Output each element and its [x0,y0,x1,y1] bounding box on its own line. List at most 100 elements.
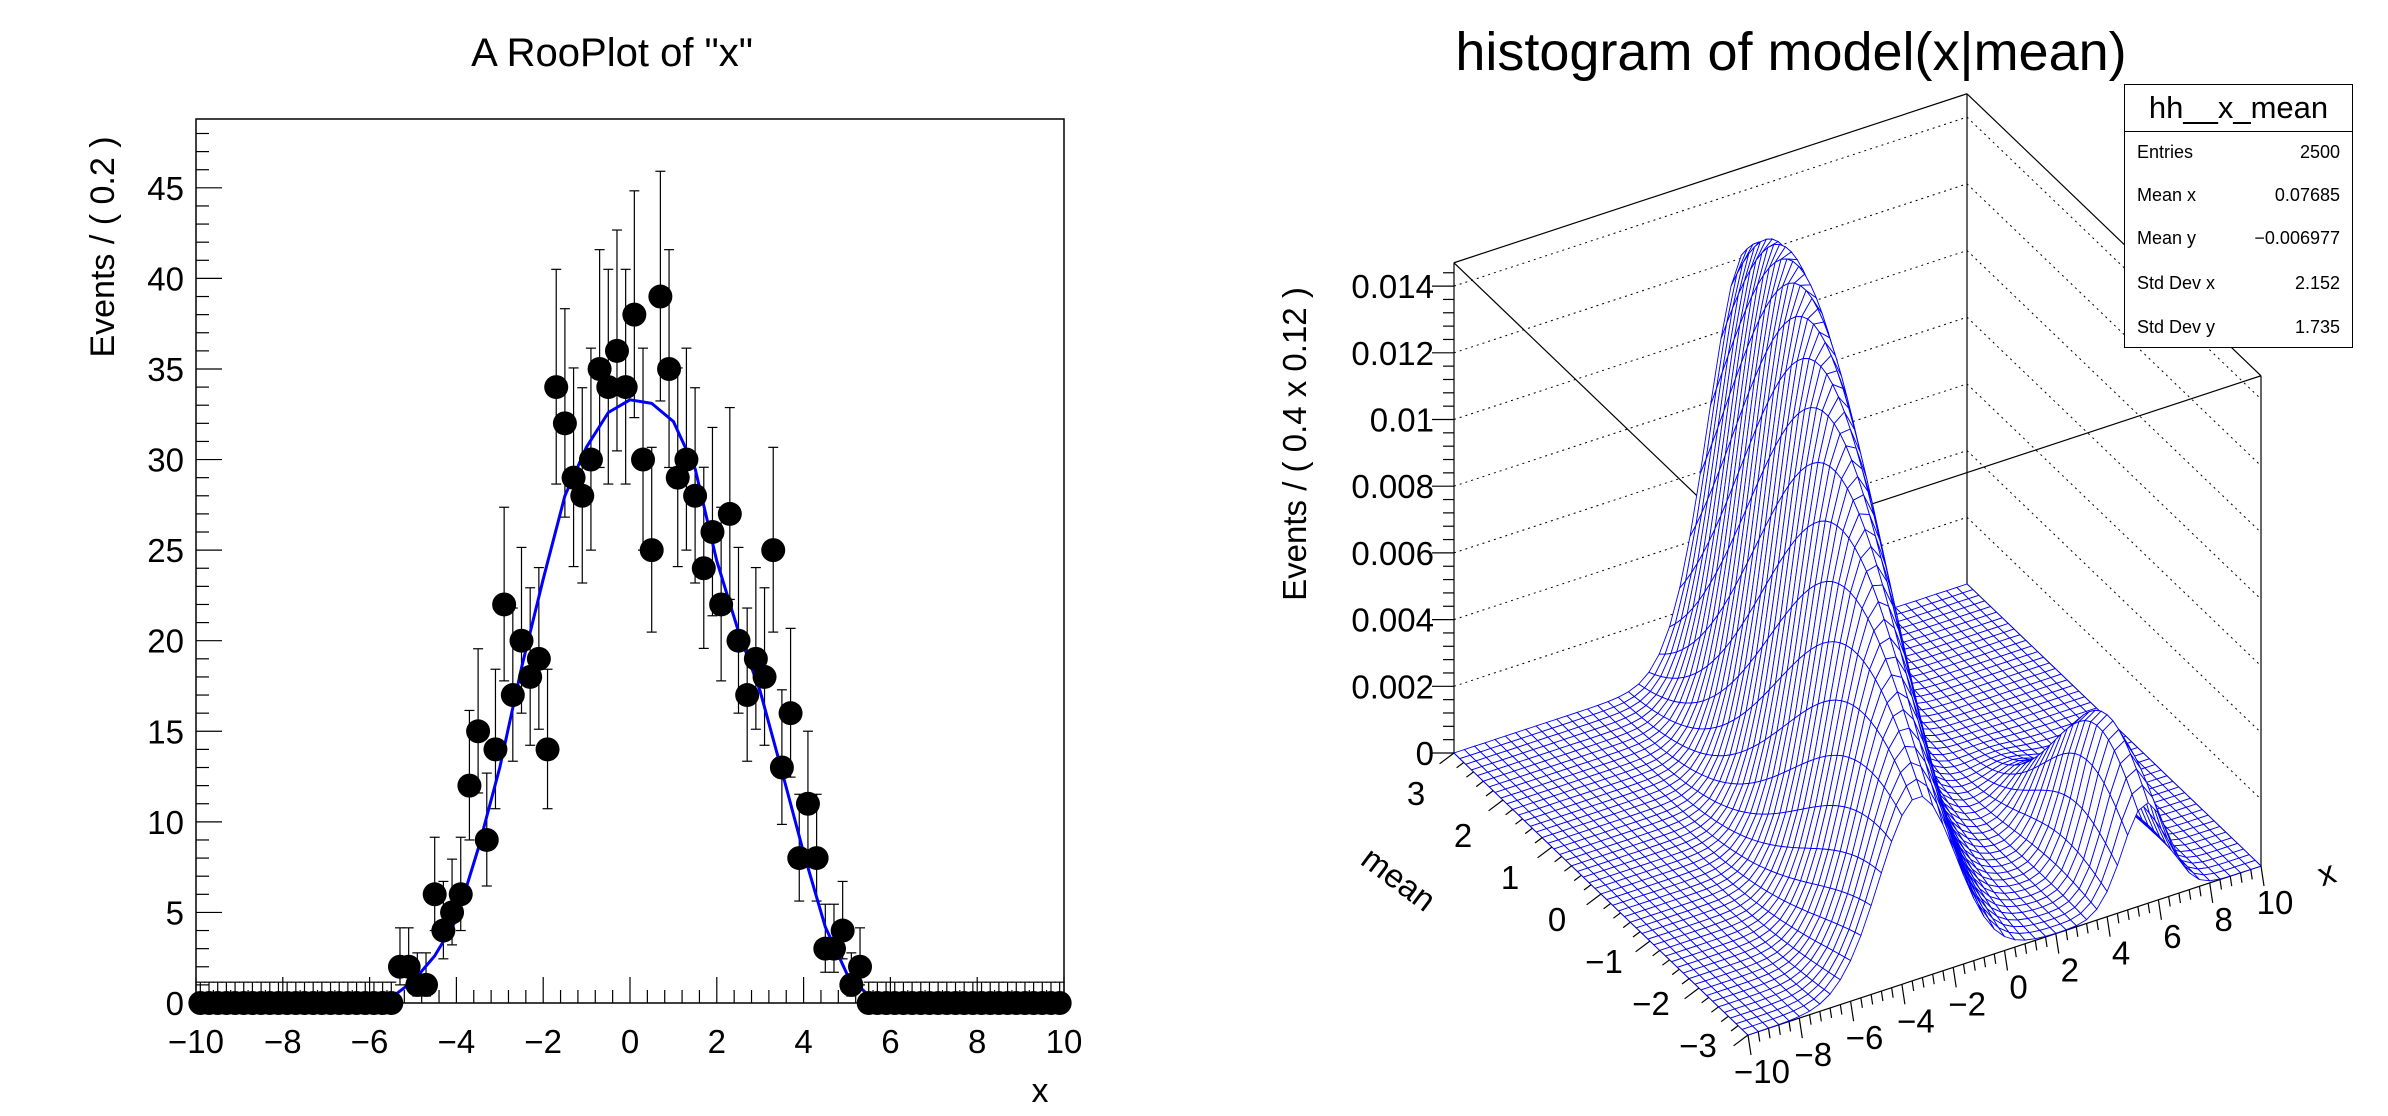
surface-cell [1852,494,1871,516]
surface-cell [1911,696,1929,753]
surface-cell [1834,421,1852,521]
data-point [709,592,734,617]
surface-cell [1912,720,1931,730]
surface-cell [2033,853,2051,874]
surface-cell [1951,698,1970,709]
surface-cell [1870,656,1887,671]
surface-cell [1859,641,1877,666]
surface-cell [2034,877,2053,892]
surface-cell [1573,838,1592,849]
surface-cell [1829,642,1847,701]
surface-cell [1546,733,1565,744]
surface-cell [1617,800,1636,812]
surface-cell [1668,836,1687,847]
surface-cell [1937,760,1956,769]
x3d-tick [2065,930,2069,941]
surface-cell [1830,583,1848,620]
surface-cell [1769,811,1787,847]
surface-cell [1633,748,1652,760]
surface-cell [1739,260,1757,325]
surface-cell [1585,796,1604,807]
surface-cell [1920,766,1938,805]
surface-cell [1693,727,1712,754]
surface-cell [1898,647,1917,657]
surface-cell [1812,544,1830,588]
surface-cell [1742,320,1760,408]
surface-cell [1843,603,1861,643]
surface-cell [1682,862,1701,873]
surface-cell [2172,847,2190,873]
surface-cell [1889,663,1909,673]
surface-cell [1747,977,1765,988]
surface-cell [1818,330,1836,357]
surface-cell [1954,776,1973,787]
surface-cell [1714,640,1732,697]
surface-cell [1536,789,1555,800]
surface-cell [1827,395,1845,425]
surface-cell [1833,956,1852,981]
surface-cell [1583,834,1602,845]
surface-cell [2013,813,2032,836]
stats-box[interactable]: hh__x_mean Entries 2500 Mean x 0.07685 Mea… [2124,84,2353,348]
mean-tick [1711,1006,1719,1013]
x3d-tick [1860,997,1863,1008]
surface-cell [2055,839,2073,871]
surface-cell [1817,971,1836,991]
surface-cell [1517,758,1536,769]
surface-cell [1995,714,2014,724]
x3d-tick [1850,1001,1855,1022]
surface-cell [1733,951,1752,962]
surface-cell [1710,686,1728,729]
surface-cell [1706,605,1725,667]
surface-cell [1690,664,1709,704]
surface-cell [1942,808,1960,841]
surface-cell [1898,641,1916,720]
surface-cell [1529,822,1548,833]
surface-cell [1745,962,1764,974]
surface-cell [2075,775,2096,783]
surface-cell [1820,316,1838,400]
stats-row-std-dev-y: Std Dev y 1.735 [2137,312,2340,342]
surface-cell [2108,782,2127,792]
stats-value: 2.152 [2294,273,2340,293]
surface-cell [1579,790,1598,801]
stats-key: Mean x [2137,185,2197,205]
surface-cell [1732,936,1751,948]
surface-cell [1658,719,1677,736]
surface-cell [2072,774,2090,785]
surface-cell [1865,477,1883,556]
surface-cell [1912,689,1931,760]
surface-cell [2079,701,2098,713]
surface-cell [1701,614,1719,671]
surface-cell [1789,254,1807,313]
surface-cell [1848,563,1866,633]
surface-cell [1832,926,1850,955]
surface-cell [1790,251,1808,294]
surface-cell [1741,1025,1760,1036]
surface-cell [1752,924,1771,938]
surface-cell [1729,904,1748,917]
surface-cell [1839,471,1857,566]
surface-cell [1986,679,2005,690]
data-point [761,538,786,563]
surface-cell [1797,911,1815,935]
surface-cell [1950,785,1969,795]
surface-cell [1934,780,1953,832]
surface-cell [1751,813,1769,843]
surface-cell [1463,745,1482,756]
surface-cell [2109,756,2127,793]
surface-cell [1789,709,1807,771]
surface-cell [1850,623,1868,639]
surface-cell [1954,820,1974,835]
surface-cell [1563,841,1582,852]
surface-cell [1727,281,1745,356]
surface-cell [1876,701,1894,740]
surface-cell [1626,727,1645,740]
surface-cell [1705,560,1723,632]
surface-cell [1905,778,1923,801]
surface-cell [1986,731,2005,741]
surface-cell [1993,839,2011,852]
surface-cell [1749,952,1768,964]
surface-cell [1951,592,1970,603]
surface-cell [1704,515,1722,593]
